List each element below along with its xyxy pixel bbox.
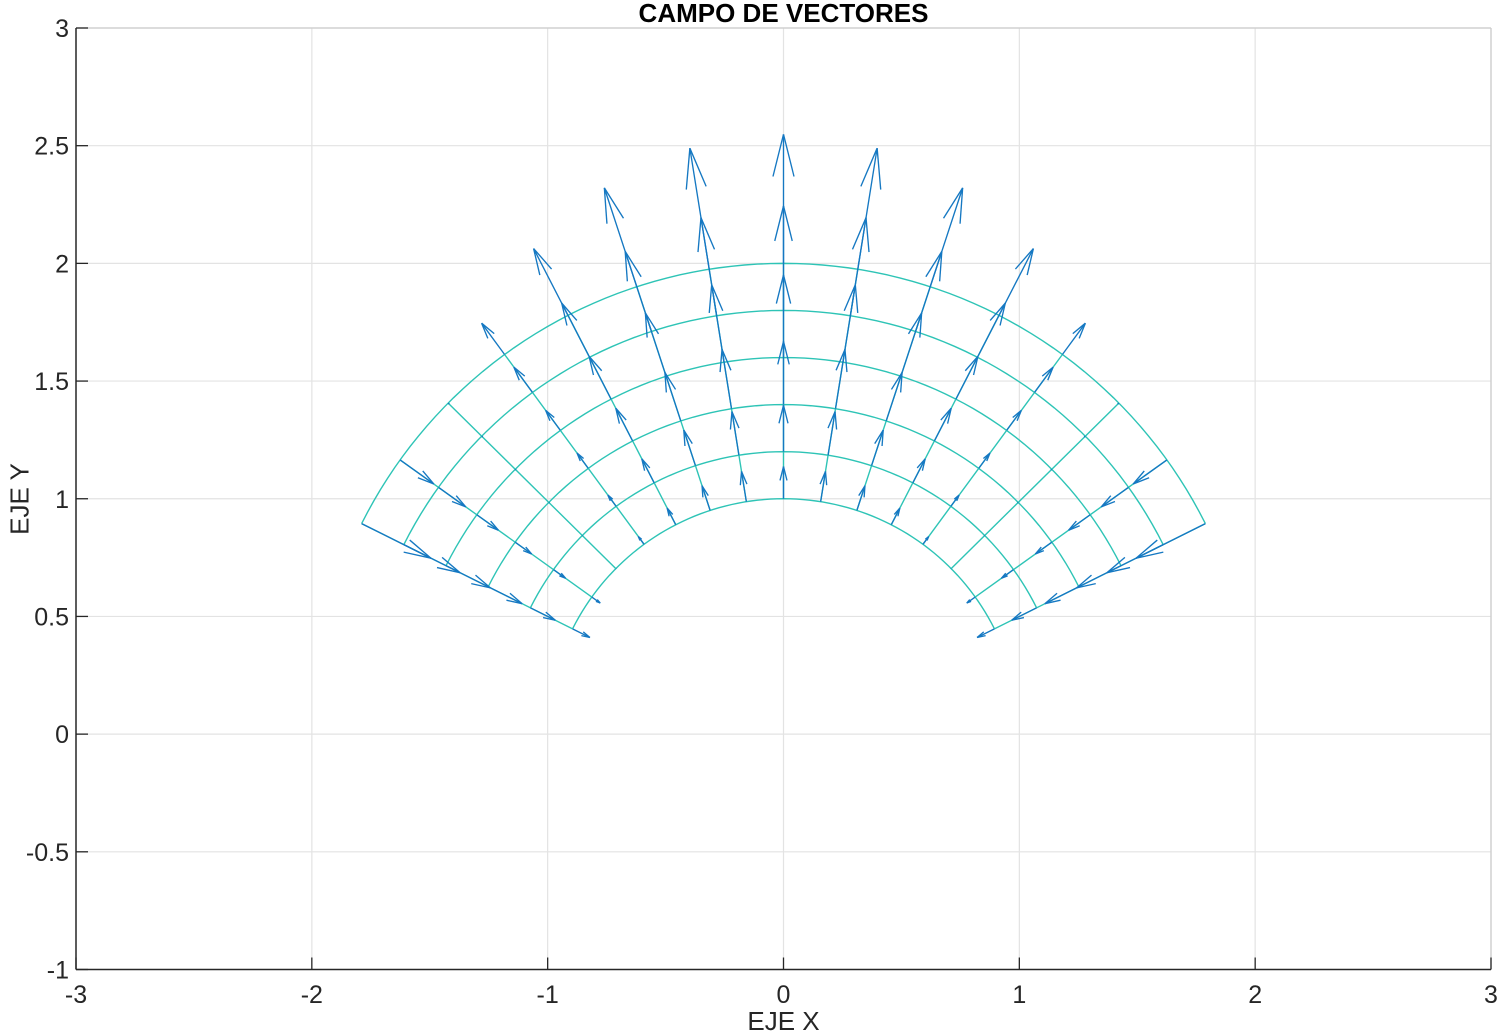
- quiver-arrow: [819, 471, 828, 502]
- quiver-arrow: [966, 596, 976, 604]
- quiver-arrow: [857, 147, 882, 270]
- plot-title: CAMPO DE VECTORES: [638, 0, 929, 28]
- y-tick-label: 0: [55, 721, 69, 749]
- x-axis-label: EJE X: [747, 1006, 820, 1035]
- quiver-arrow: [641, 458, 655, 484]
- quiver-arrow: [481, 435, 484, 438]
- quiver-arrow: [885, 372, 903, 422]
- quiver-arrow: [778, 405, 789, 452]
- quiver-arrow: [1100, 486, 1129, 508]
- quiver-arrow: [476, 514, 499, 531]
- quiver-arrow: [950, 494, 960, 507]
- y-axis-label: EJE Y: [4, 463, 35, 535]
- quiver-arrow: [603, 187, 638, 287]
- y-tick-label: 1.5: [34, 368, 69, 396]
- quiver-arrow: [591, 596, 601, 604]
- y-tick-label: 1: [55, 486, 69, 514]
- quiver-arrow: [438, 486, 467, 508]
- quiver-arrow: [481, 322, 506, 355]
- quiver-arrow: [588, 355, 612, 400]
- y-tick-labels: -1 -0.5 0 0.5 1 1.5 2 2.5 3: [26, 15, 69, 985]
- quiver-arrow: [976, 628, 995, 639]
- quiver-arrow: [922, 535, 930, 545]
- quiver-arrow: [607, 494, 617, 507]
- quiver-arrow: [530, 607, 556, 621]
- quiver-arrow: [553, 569, 567, 579]
- quiver-arrow: [1034, 541, 1053, 555]
- x-tick-label: 0: [777, 981, 791, 1009]
- quiver-arrow: [890, 507, 901, 526]
- quiver-arrow: [637, 535, 645, 545]
- quiver-arrow: [779, 466, 788, 499]
- quiver-arrow: [615, 407, 634, 442]
- quiver-arrow: [514, 541, 533, 555]
- quiver-arrow: [572, 628, 591, 639]
- quiver-arrow: [719, 349, 733, 409]
- quiver-arrow: [447, 402, 450, 405]
- quiver-arrow: [842, 284, 859, 363]
- axes-spines: [75, 27, 1492, 971]
- quiver-arrow: [1006, 409, 1022, 431]
- quiver-arrow: [1083, 435, 1086, 438]
- quiver-arrow: [912, 458, 926, 484]
- quiver-arrow: [1117, 402, 1120, 405]
- quiver-arrow: [1135, 522, 1206, 559]
- quiver-arrow: [998, 248, 1035, 316]
- quiver-arrow: [576, 452, 589, 469]
- quiver-arrow: [739, 471, 748, 502]
- quiver-arrow: [399, 459, 435, 485]
- y-tick-label: -1: [47, 957, 69, 985]
- quiver-arrow: [513, 366, 534, 393]
- x-tick-label: -3: [65, 981, 87, 1009]
- y-tick-label: 0.5: [34, 603, 69, 631]
- quiver-arrow: [834, 349, 848, 409]
- y-tick-label: 2: [55, 250, 69, 278]
- y-tick-label: 2.5: [34, 133, 69, 161]
- x-tick-label: 3: [1484, 981, 1498, 1009]
- quiver-arrow: [697, 217, 718, 316]
- quiver-arrow: [1132, 459, 1168, 485]
- quiver-arrow: [1000, 569, 1014, 579]
- x-tick-label: 1: [1012, 981, 1026, 1009]
- quiver-arrow: [856, 485, 866, 511]
- quiver-arrow: [849, 217, 870, 316]
- quiver-arrow: [929, 187, 964, 287]
- x-tick-labels: -3 -2 -1 0 1 2 3: [65, 981, 1498, 1009]
- quiver-arrow: [955, 355, 979, 400]
- quiver-arrow: [827, 411, 838, 456]
- quiver-arrow: [514, 468, 517, 471]
- quiver-arrow: [1033, 366, 1054, 393]
- x-tick-label: -2: [301, 981, 323, 1009]
- quiver-arrow: [1068, 514, 1091, 531]
- quiver-arrow: [933, 407, 952, 442]
- quiver-arrow: [545, 409, 561, 431]
- quiver-arrow: [1061, 322, 1086, 355]
- quiver-arrow: [729, 411, 740, 456]
- quiver-arrow: [1011, 607, 1037, 621]
- quiver-arrow: [772, 134, 795, 264]
- x-tick-label: -1: [537, 981, 559, 1009]
- quiver-arrow: [978, 452, 991, 469]
- plot-box: [76, 27, 1492, 970]
- y-tick-label: 3: [55, 15, 69, 43]
- quiver-arrow: [683, 429, 697, 466]
- quiver-arrow: [1044, 586, 1080, 605]
- quiver-arrow: [701, 485, 711, 511]
- quiver-arrow: [708, 284, 725, 363]
- quiver-arrow: [532, 248, 569, 316]
- quiver-arrow: [685, 147, 710, 270]
- quiver-arrow: [664, 372, 682, 422]
- quiver-arrow: [870, 429, 884, 466]
- quiver-arrows: [361, 134, 1206, 639]
- x-tick-label: 2: [1248, 981, 1262, 1009]
- quiver-arrow: [487, 586, 523, 605]
- quiver-arrow: [1050, 468, 1053, 471]
- y-tick-label: -0.5: [26, 839, 69, 867]
- quiver-arrow: [666, 507, 677, 526]
- quiver-arrow: [361, 522, 432, 559]
